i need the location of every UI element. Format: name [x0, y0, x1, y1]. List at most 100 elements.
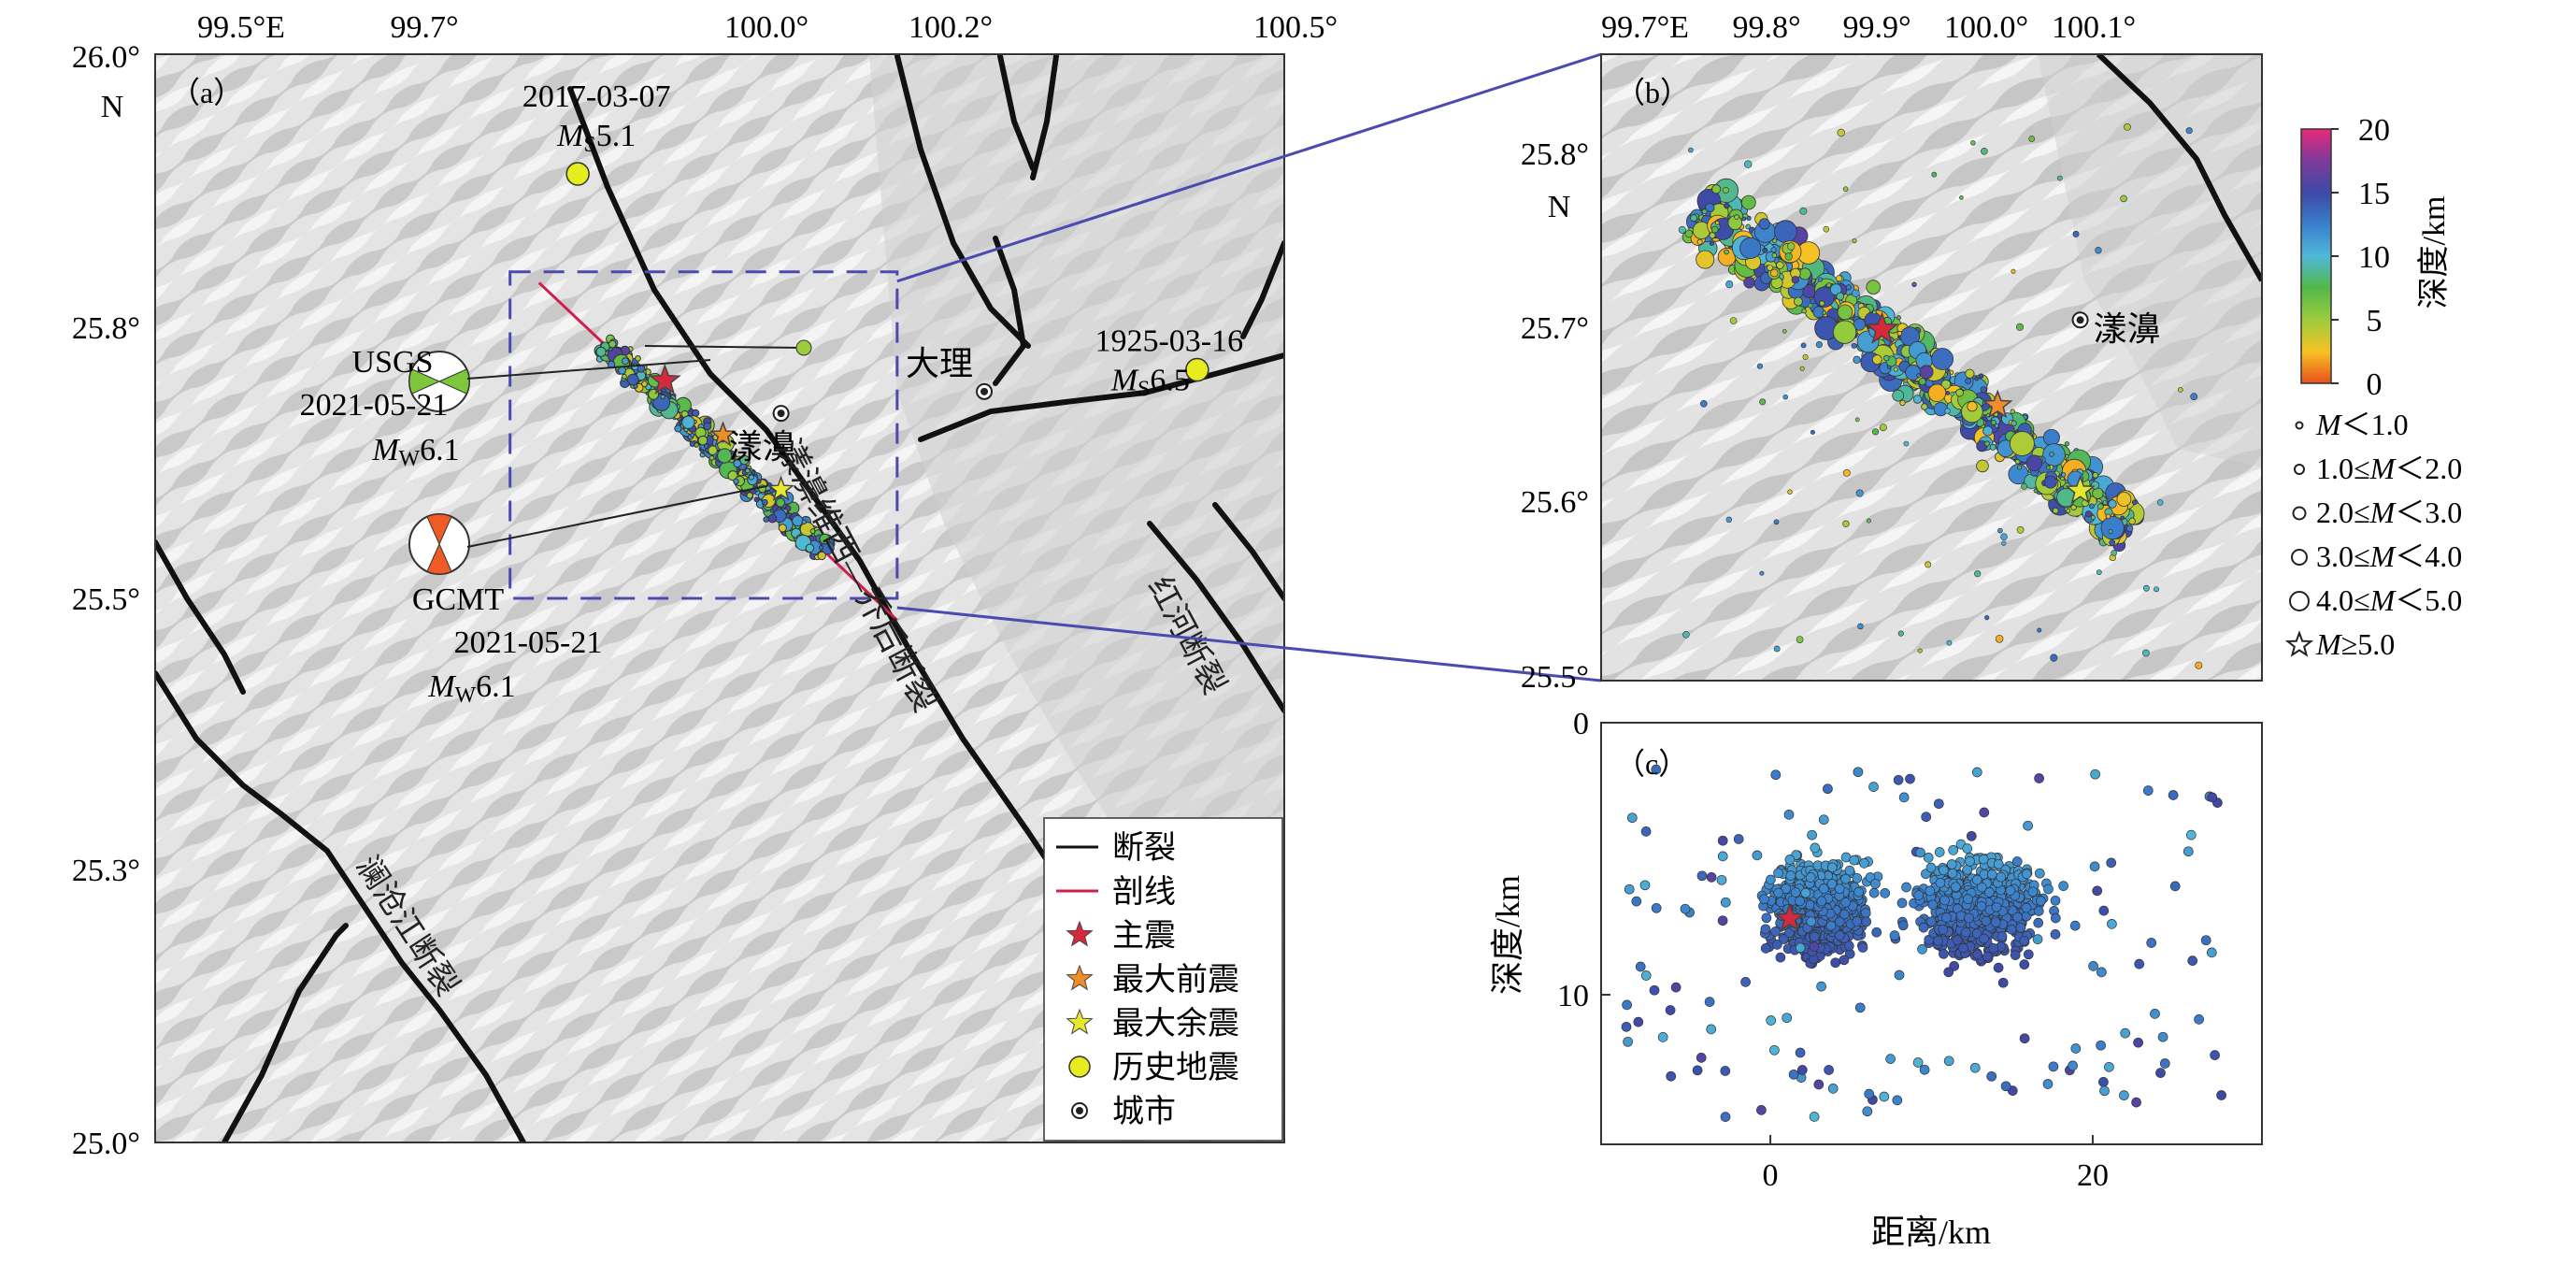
aftershock	[2092, 487, 2104, 499]
hypocenter	[1854, 1002, 1866, 1013]
aftershock	[745, 467, 751, 474]
hypocenter	[1935, 877, 1946, 888]
beachball-date: 2021-05-21	[300, 388, 449, 423]
fault-b	[2096, 54, 2262, 282]
hypocenter	[1788, 1069, 1799, 1080]
hypocenter	[1901, 882, 1911, 893]
hypocenter	[1861, 916, 1872, 927]
hypocenter	[2021, 869, 2032, 880]
hypocenter	[1826, 862, 1838, 873]
hypocenter	[1923, 853, 1934, 863]
hypocenter	[2010, 950, 2021, 960]
aftershock	[2100, 515, 2125, 540]
hypocenter	[2068, 1060, 2078, 1071]
aftershock	[2157, 499, 2164, 506]
hypocenter	[1939, 895, 1950, 906]
hypocenter	[1996, 931, 2008, 941]
legend-label: 剖线	[1112, 874, 1176, 910]
aftershock	[1944, 408, 1951, 414]
aftershock	[1825, 282, 1832, 288]
hypocenter	[2033, 906, 2044, 916]
aftershock	[2125, 524, 2134, 532]
aftershock	[1925, 561, 1932, 568]
hypocenter	[1996, 871, 2007, 883]
hypocenter	[1631, 896, 1642, 907]
hypocenter	[1982, 951, 1993, 962]
aftershock	[694, 442, 700, 448]
aftershock	[2050, 654, 2058, 662]
hypocenter	[1925, 885, 1936, 897]
legend-item: 最大前震	[1066, 962, 1239, 998]
magnitude-label: 4.0≤M＜5.0	[2316, 583, 2462, 617]
lat-tick-label: 25.0°	[72, 1127, 140, 1161]
aftershock	[801, 519, 807, 524]
mainshock-star	[1774, 902, 1806, 932]
aftershock	[1871, 354, 1882, 366]
hypocenter	[2034, 868, 2045, 879]
hypocenter	[2096, 1040, 2106, 1051]
aftershock	[703, 443, 709, 450]
hypocenter	[1809, 941, 1820, 952]
aftershock	[2124, 122, 2131, 131]
aftershock	[1899, 399, 1906, 407]
hypocenter	[1925, 916, 1937, 927]
aftershock	[1796, 636, 1804, 643]
aftershock	[1756, 363, 1763, 369]
hypocenter	[2015, 922, 2026, 933]
aftershock	[1855, 489, 1864, 497]
hypocenter	[2206, 947, 2217, 958]
hypocenter	[2131, 1097, 2141, 1108]
hypocenter	[2048, 1061, 2059, 1072]
hypocenter	[1988, 942, 1999, 954]
hypocenter	[2207, 792, 2218, 803]
hypocenter	[2023, 949, 2034, 960]
aftershock	[2016, 525, 2025, 534]
aftershock	[2089, 503, 2095, 510]
hypocenter	[1868, 887, 1880, 898]
magnitude-legend-item: M＜1.0	[2295, 408, 2409, 441]
magnitude-circle	[2295, 421, 2304, 430]
aftershock	[1854, 417, 1860, 423]
lon-tick-label: 99.9°	[1842, 10, 1911, 45]
aftershock	[1836, 292, 1845, 301]
legend-label: 断裂	[1112, 830, 1176, 866]
hypocenter	[1769, 1044, 1780, 1056]
hypocenter	[1810, 842, 1821, 854]
aftershock	[1866, 518, 1871, 524]
hypocenter	[2142, 785, 2154, 796]
x-tick-label: 20	[2077, 1158, 2109, 1193]
hypocenter	[1651, 764, 1662, 775]
hypocenter	[1976, 882, 1987, 893]
aftershock	[1965, 378, 1972, 385]
aftershock	[1714, 220, 1720, 225]
aftershock	[1833, 320, 1857, 344]
hypocenter	[1651, 902, 1662, 913]
magnitude-legend-item: M≥5.0	[2284, 627, 2395, 661]
hypocenter	[1706, 1024, 1717, 1035]
beachball-usgs	[408, 351, 470, 412]
fault-line	[918, 352, 1284, 442]
aftershock	[2185, 127, 2193, 135]
aftershock	[1722, 187, 1729, 194]
magnitude-legend-item: 3.0≤M＜4.0	[2291, 539, 2462, 573]
hypocenter	[1720, 897, 1731, 908]
hypocenter	[1859, 858, 1869, 869]
aftershock	[697, 435, 708, 446]
zoom-box	[508, 270, 899, 600]
legend-symbol-mainshock	[1066, 920, 1094, 947]
panel-a-label: （a）	[170, 76, 243, 109]
hypocenter	[2133, 1037, 2143, 1048]
hypocenter	[1834, 930, 1845, 941]
aftershock	[1684, 229, 1694, 238]
aftershock	[1696, 238, 1703, 245]
hypocenter	[1879, 1091, 1890, 1102]
hypocenter	[1766, 1015, 1777, 1026]
aftershock	[1770, 247, 1777, 253]
panel-c-label: （c）	[1615, 747, 1688, 781]
aftershock	[1853, 355, 1861, 364]
fault-line	[1240, 240, 1284, 339]
hypocenter	[1939, 948, 1949, 959]
hypocenter	[1622, 999, 1632, 1011]
legend-label: 最大前震	[1112, 962, 1239, 998]
aftershock	[1817, 277, 1824, 282]
